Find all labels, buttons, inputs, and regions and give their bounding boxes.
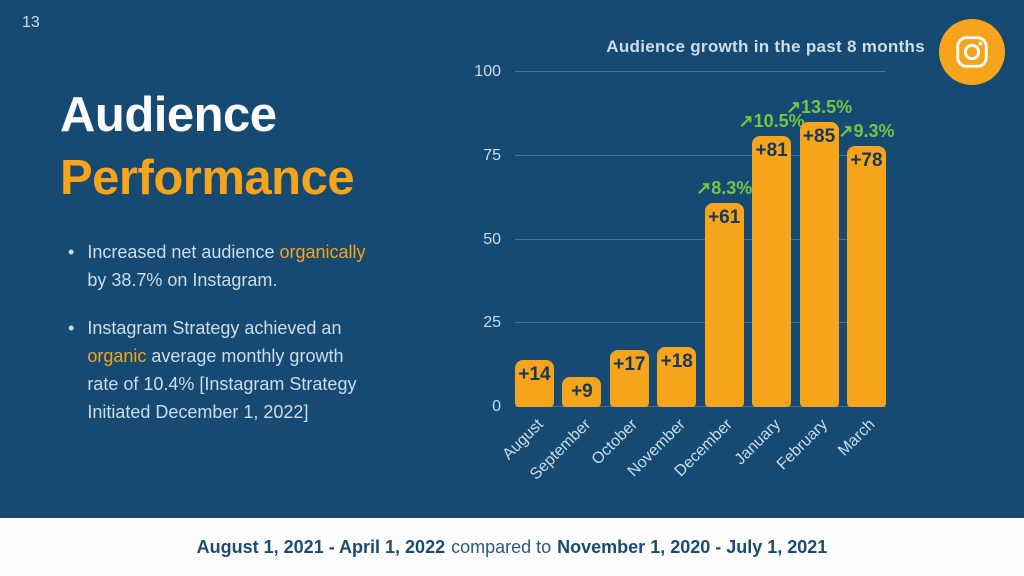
footer-date-range-current: August 1, 2021 - April 1, 2022	[196, 536, 446, 557]
bullet-text: Increased net audience organically by 38.…	[87, 242, 366, 290]
bar-value-label: +81	[755, 139, 788, 161]
instagram-badge	[939, 19, 1005, 85]
growth-percentage-label: ↗10.5%	[738, 110, 805, 131]
growth-percentage-label: ↗8.3%	[696, 177, 753, 198]
y-axis-tick-label: 0	[492, 398, 501, 415]
title-line-1: Audience	[60, 88, 277, 142]
bullet-item: • Instagram Strategy achieved an organic a…	[68, 314, 438, 426]
y-axis-tick-label: 25	[483, 314, 501, 332]
footer-date-range-previous: November 1, 2020 - July 1, 2021	[557, 536, 828, 557]
instagram-camera-icon	[953, 33, 991, 71]
bar-october: +17	[609, 350, 649, 407]
y-axis-tick-label: 75	[483, 146, 501, 164]
x-axis-label: March	[835, 416, 879, 460]
chart-title: Audience growth in the past 8 months	[606, 37, 925, 56]
bar-september: +9	[562, 376, 602, 407]
bar-slot-november: +18 November	[625, 72, 697, 480]
gridline-25	[515, 322, 886, 324]
bullet-dot: •	[68, 318, 75, 338]
gridline-100	[515, 71, 886, 72]
bar-march: +78	[846, 145, 886, 407]
gridline-75	[515, 154, 886, 156]
bar-value-label: +78	[850, 149, 883, 171]
title-line-2: Performance	[60, 150, 355, 205]
bar-slot-september: +9 September	[527, 72, 602, 483]
page-title: Audience Performance	[60, 84, 355, 209]
chart-plot: 0 25 50 75 100 +14 August +9 September +17 October…	[474, 63, 894, 483]
bar-slot-december: ↗8.3% +61 December	[672, 72, 752, 481]
bullet-item: • Increased net audience organically by 38…	[68, 238, 438, 294]
bar-slot-march: ↗9.3% +78 March	[835, 72, 894, 460]
bar-value-label: +61	[708, 206, 741, 228]
bar-value-label: +85	[802, 126, 836, 148]
page-number: 13	[22, 14, 40, 31]
bar-january: +81	[752, 135, 792, 407]
footer-bar: August 1, 2021 - April 1, 2022 compared …	[0, 518, 1024, 576]
bar-slot-february: ↗13.5% +85 February	[774, 72, 852, 473]
bar-august: +14	[515, 360, 554, 407]
bullet-list: • Increased net audience organically by 38…	[68, 238, 438, 446]
bar-slot-august: +14 August	[499, 72, 554, 463]
bar-slot-january: ↗10.5% +81 January	[731, 72, 804, 469]
bar-value-label: +14	[518, 364, 551, 386]
bar-value-label: +9	[571, 380, 593, 402]
bars-container: +14 August +9 September +17 October +18 Novembe…	[499, 72, 894, 483]
y-axis-tick-label: 100	[474, 63, 501, 80]
growth-percentage-label: ↗9.3%	[838, 120, 895, 141]
bar-value-label: +17	[613, 354, 646, 376]
x-axis-label: February	[773, 416, 832, 474]
bullet-text: Instagram Strategy achieved an organic av…	[87, 318, 357, 422]
bar-slot-october: +17 October	[589, 72, 649, 468]
bar-value-label: +18	[660, 350, 693, 372]
bullet-dot: •	[68, 242, 75, 262]
bar-february: +85	[799, 122, 839, 407]
y-axis-tick-label: 50	[483, 230, 501, 248]
gridline-0	[515, 406, 886, 407]
bar-november: +18	[657, 346, 697, 407]
bar-december: +61	[704, 202, 744, 407]
growth-percentage-label: ↗13.5%	[785, 97, 853, 118]
gridline-50	[515, 238, 886, 240]
footer-connector: compared to	[451, 536, 552, 557]
